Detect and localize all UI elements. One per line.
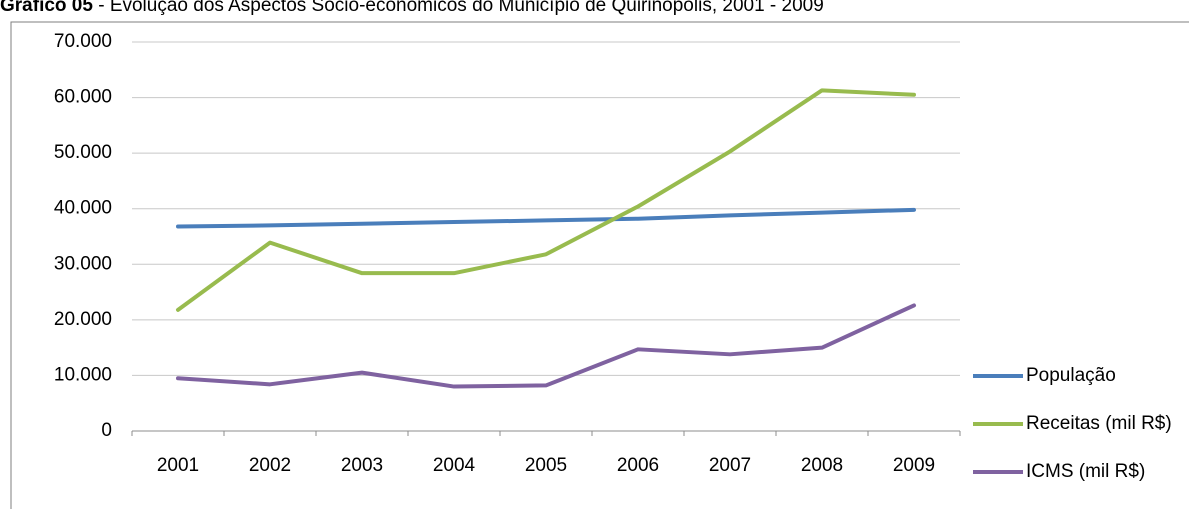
legend-label: ICMS (mil R$) <box>1026 461 1145 482</box>
chart-title-text: - Evolução dos Aspectos Sócio-econômicos… <box>93 0 824 16</box>
y-tick-label: 70.000 <box>54 31 112 52</box>
x-tick-label: 2007 <box>709 455 751 476</box>
y-tick-label: 60.000 <box>54 87 112 108</box>
chart-frame <box>10 21 1189 509</box>
series-lines <box>176 88 916 389</box>
x-tick-label: 2004 <box>433 455 476 476</box>
y-tick-label: 0 <box>101 420 112 441</box>
svg-text:Gráfico 05 - Evolução dos Aspe: Gráfico 05 - Evolução dos Aspectos Sócio… <box>0 0 824 16</box>
x-tick-label: 2001 <box>157 455 199 476</box>
x-tick-label: 2006 <box>617 455 659 476</box>
legend-item: Receitas (mil R$) <box>973 413 1172 434</box>
x-tick-label: 2009 <box>893 455 935 476</box>
gridlines <box>132 41 960 376</box>
series-line-popula-o <box>176 207 916 229</box>
chart-title-number: Gráfico 05 <box>0 0 93 16</box>
x-tick-label: 2003 <box>341 455 383 476</box>
legend-label: Receitas (mil R$) <box>1026 413 1172 434</box>
legend: População Receitas (mil R$) ICMS (mil R$) <box>973 365 1172 482</box>
y-tick-label: 50.000 <box>54 142 112 163</box>
legend-item: População <box>973 365 1116 386</box>
x-axis-tick-labels: 2001 2002 2003 2004 2005 2006 2007 2008 2009 <box>157 455 935 476</box>
x-axis <box>131 430 961 436</box>
y-tick-label: 40.000 <box>54 198 112 219</box>
y-tick-label: 10.000 <box>54 364 112 385</box>
x-tick-label: 2005 <box>525 455 567 476</box>
x-tick-label: 2008 <box>801 455 843 476</box>
legend-item: ICMS (mil R$) <box>973 461 1145 482</box>
y-tick-label: 20.000 <box>54 309 112 330</box>
y-tick-label: 30.000 <box>54 253 112 274</box>
y-axis-tick-labels: 0 10.000 20.000 30.000 40.000 50.000 60.000 70.… <box>54 31 112 441</box>
chart-title: Gráfico 05 - Evolução dos Aspectos Sócio… <box>0 0 824 16</box>
series-line-receitas-mil-r <box>176 88 916 312</box>
x-tick-label: 2002 <box>249 455 291 476</box>
series-line-icms-mil-r <box>176 303 916 389</box>
legend-label: População <box>1026 365 1116 386</box>
